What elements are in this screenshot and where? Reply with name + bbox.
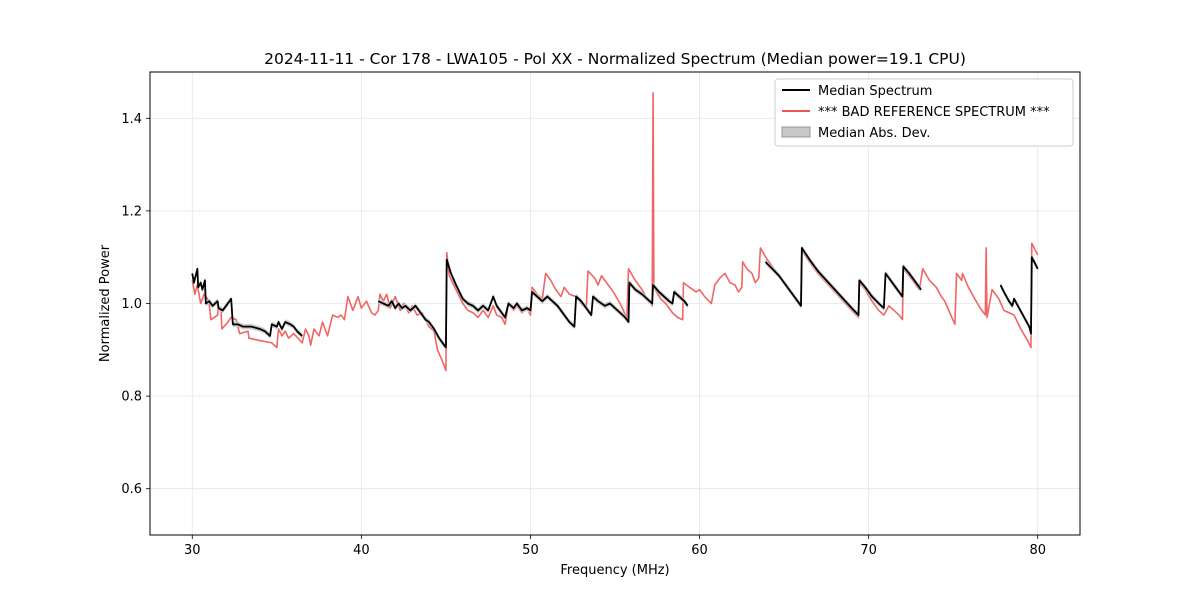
x-tick-label: 80: [1029, 543, 1046, 558]
legend-swatch-mad: [781, 126, 811, 138]
x-tick-label: 40: [353, 543, 370, 558]
y-tick-label: 1.2: [121, 204, 142, 219]
legend-label-median: Median Spectrum: [818, 84, 932, 99]
mad-band: [192, 266, 303, 339]
x-tick-label: 50: [522, 543, 539, 558]
chart-title: 2024-11-11 - Cor 178 - LWA105 - Pol XX -…: [264, 50, 966, 68]
mad-band: [765, 245, 922, 318]
y-axis-title: Normalized Power: [98, 244, 113, 362]
legend: Median Spectrum *** BAD REFERENCE SPECTR…: [774, 78, 1074, 147]
legend-label-mad: Median Abs. Dev.: [818, 126, 930, 141]
ticks: 30 40 50 60 70 80 0.6 0.8 1.0 1.2 1.4: [121, 112, 1046, 558]
legend-label-bad-reference: *** BAD REFERENCE SPECTRUM ***: [818, 105, 1050, 120]
y-tick-label: 1.4: [121, 112, 142, 127]
x-tick-label: 30: [184, 543, 201, 558]
x-tick-label: 60: [691, 543, 708, 558]
series-line-segment: [764, 247, 922, 316]
x-axis-title: Frequency (MHz): [560, 563, 669, 578]
series-line-segment: [191, 267, 303, 337]
y-tick-label: 0.8: [121, 390, 142, 405]
legend-box: [774, 78, 1074, 147]
series-line-segment: [999, 256, 1039, 335]
y-tick-label: 0.6: [121, 482, 142, 497]
series-layer: [191, 92, 1039, 372]
x-tick-label: 70: [860, 543, 877, 558]
y-tick-label: 1.0: [121, 297, 142, 312]
series-median: [191, 245, 1039, 351]
series-line-segment: [377, 258, 689, 349]
